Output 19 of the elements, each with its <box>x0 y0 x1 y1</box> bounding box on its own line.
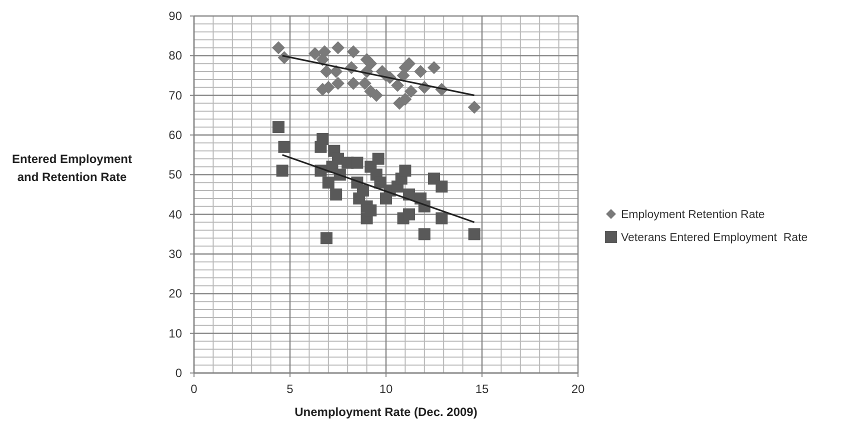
y-tick-label: 90 <box>168 9 182 23</box>
legend-label: Employment Retention Rate <box>621 209 765 221</box>
x-tick-label: 20 <box>571 382 585 396</box>
legend-label: Veterans Entered Employment Rate <box>621 232 808 244</box>
y-tick-label: 40 <box>168 207 182 222</box>
x-tick-label: 10 <box>379 382 393 396</box>
x-tick-label: 15 <box>475 382 489 396</box>
y-tick-label: 70 <box>168 88 182 102</box>
y-tick-label: 60 <box>168 128 182 142</box>
x-tick-label: 5 <box>286 382 294 396</box>
y-tick-label: 10 <box>168 326 182 340</box>
y-tick-label: 30 <box>168 247 182 261</box>
y-tick-label: 20 <box>168 286 182 301</box>
y-tick-label: 50 <box>168 168 182 182</box>
y-tick-label: 0 <box>175 366 182 380</box>
y-tick-label: 80 <box>168 48 182 63</box>
x-axis-title: Unemployment Rate (Dec. 2009) <box>294 405 478 419</box>
x-tick-label: 0 <box>190 382 198 396</box>
y-axis-title: Entered Employment and Retention Rate <box>12 152 132 184</box>
